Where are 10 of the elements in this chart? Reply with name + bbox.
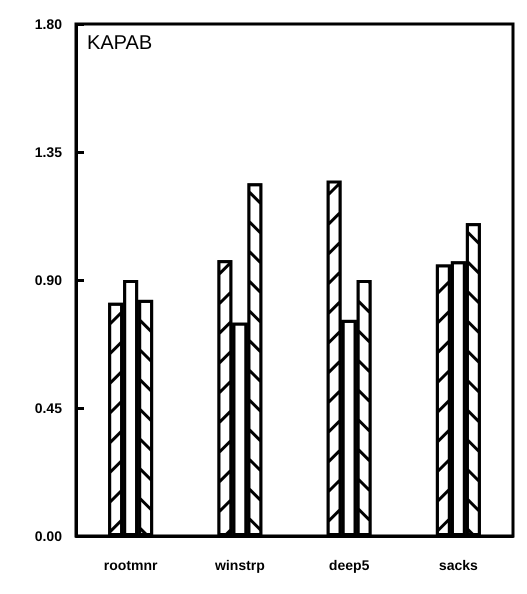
chart-title: KAPAB (87, 32, 152, 54)
y-tick-label: 1.80 (34, 16, 62, 32)
x-tick-label: winstrp (214, 557, 265, 573)
y-tick-label: 0.90 (34, 272, 62, 288)
x-tick-label: rootmnr (104, 557, 158, 573)
y-tick-label: 0.00 (34, 528, 62, 544)
y-tick-label: 1.35 (34, 144, 62, 160)
x-tick-label: deep5 (328, 557, 370, 573)
y-tick-label: 0.45 (34, 400, 62, 416)
x-tick-label: sacks (438, 557, 478, 573)
